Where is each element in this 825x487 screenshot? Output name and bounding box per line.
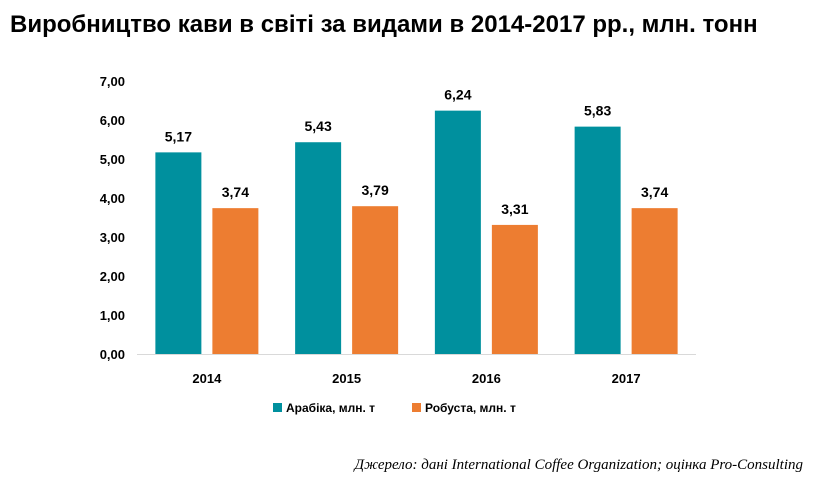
legend-label: Арабіка, млн. т bbox=[286, 401, 375, 415]
data-label: 3,74 bbox=[222, 184, 249, 200]
y-tick-label: 1,00 bbox=[100, 308, 125, 323]
data-label: 3,31 bbox=[501, 201, 528, 217]
y-tick-label: 3,00 bbox=[100, 230, 125, 245]
y-tick-label: 7,00 bbox=[100, 74, 125, 89]
bar-series-1-2014 bbox=[155, 152, 202, 354]
data-label: 5,43 bbox=[305, 118, 332, 134]
legend-swatch-2 bbox=[412, 403, 421, 412]
legend-swatch-1 bbox=[273, 403, 282, 412]
data-label: 3,79 bbox=[362, 182, 389, 198]
data-label: 3,74 bbox=[641, 184, 668, 200]
bar-series-2-2016 bbox=[491, 224, 538, 354]
bar-series-1-2016 bbox=[434, 110, 481, 354]
y-tick-label: 0,00 bbox=[100, 347, 125, 362]
x-tick-label: 2014 bbox=[192, 371, 222, 386]
bar-series-2-2014 bbox=[212, 208, 259, 354]
chart-title: Виробництво кави в світі за видами в 201… bbox=[10, 11, 758, 38]
data-label: 5,83 bbox=[584, 103, 611, 119]
x-tick-label: 2015 bbox=[332, 371, 361, 386]
y-tick-label: 4,00 bbox=[100, 191, 125, 206]
data-label: 5,17 bbox=[165, 128, 192, 144]
bar-chart: 0,00 1,00 2,00 3,00 4,00 5,00 6,00 7,00 5,17 3,74… bbox=[100, 74, 696, 415]
bar-series-1-2015 bbox=[295, 142, 342, 354]
legend-label: Робуста, млн. т bbox=[425, 401, 516, 415]
x-tick-label: 2016 bbox=[472, 371, 501, 386]
data-label: 6,24 bbox=[444, 87, 471, 103]
y-tick-label: 2,00 bbox=[100, 269, 125, 284]
y-tick-label: 6,00 bbox=[100, 113, 125, 128]
y-tick-label: 5,00 bbox=[100, 152, 125, 167]
bar-series-2-2015 bbox=[352, 206, 399, 354]
bar-series-1-2017 bbox=[574, 126, 621, 354]
x-tick-label: 2017 bbox=[612, 371, 641, 386]
bar-series-2-2017 bbox=[631, 208, 678, 354]
source-note: Джерело: дані International Coffee Organ… bbox=[354, 457, 803, 473]
plot-area: 0,00 1,00 2,00 3,00 4,00 5,00 6,00 7,00 5,17 3,74… bbox=[100, 74, 696, 415]
